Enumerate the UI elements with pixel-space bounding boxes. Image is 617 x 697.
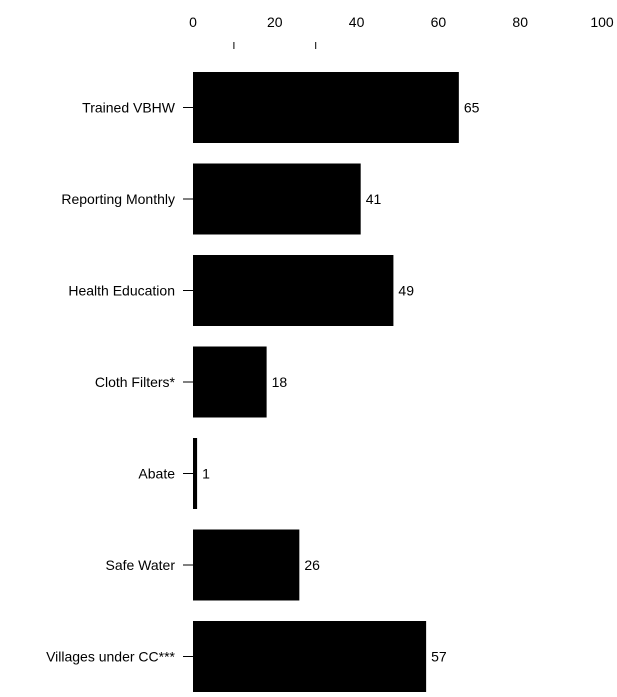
data-label: 1 xyxy=(202,466,210,482)
x-tick-label: 20 xyxy=(267,14,283,30)
x-tick-label: 100 xyxy=(590,14,614,30)
x-tick-label: 40 xyxy=(349,14,365,30)
bar xyxy=(193,163,361,235)
data-label: 18 xyxy=(272,374,288,390)
x-tick-label: 60 xyxy=(431,14,447,30)
bar xyxy=(193,621,427,692)
bar xyxy=(193,72,459,143)
bar xyxy=(193,255,394,326)
category-label: Cloth Filters* xyxy=(95,374,176,390)
x-tick-label: 0 xyxy=(189,14,197,30)
category-label: Trained VBHW xyxy=(82,100,176,116)
data-label: 65 xyxy=(464,100,480,116)
bar xyxy=(193,438,198,509)
data-label: 41 xyxy=(366,191,382,207)
category-label: Abate xyxy=(138,466,175,482)
data-label: 57 xyxy=(431,649,447,665)
data-label: 26 xyxy=(304,557,320,573)
x-tick-label: 80 xyxy=(512,14,528,30)
category-label: Reporting Monthly xyxy=(61,191,175,207)
category-label: Health Education xyxy=(68,283,175,299)
data-label: 49 xyxy=(398,283,414,299)
category-label: Villages under CC*** xyxy=(46,649,175,665)
bar xyxy=(193,529,300,601)
bar xyxy=(193,346,267,418)
category-label: Safe Water xyxy=(105,557,175,573)
